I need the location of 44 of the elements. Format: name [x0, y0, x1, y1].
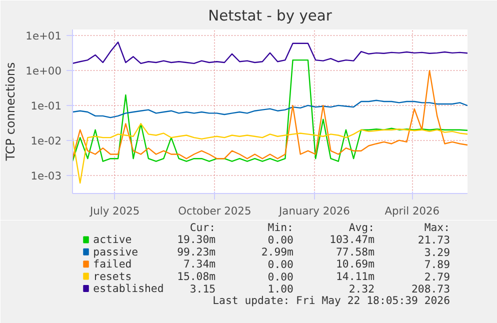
text: 77.58m [336, 245, 375, 258]
text: 15.08m [177, 270, 216, 283]
y-axis-title: TCP connections [4, 62, 18, 162]
x-tick-label: January 2026 [278, 204, 350, 218]
text: Min: [268, 221, 294, 234]
y-tick-label: 1e+01 [26, 30, 62, 43]
text: 2.99m [261, 245, 294, 258]
x-tick-label: April 2026 [384, 204, 440, 218]
text: 0.00 [268, 234, 294, 247]
line-series [72, 42, 468, 64]
legend-label: passive [93, 245, 138, 258]
text: Avg: [348, 221, 375, 234]
line-series [72, 123, 468, 184]
legend-label: established [93, 282, 164, 295]
x-tick-label: July 2025 [88, 204, 140, 218]
text: 21.73 [418, 234, 450, 247]
text: 0.00 [268, 270, 294, 284]
text: 0.00 [268, 258, 294, 272]
text: 3.29 [424, 246, 450, 259]
text: 208.73 [412, 282, 450, 296]
text: 99.23m [177, 245, 216, 258]
legend-label: resets [93, 270, 132, 283]
y-tick-label: 1e-02 [30, 134, 62, 148]
y-tick-label: 1e+00 [26, 64, 62, 78]
text: Max: [424, 221, 450, 234]
text: 10.69m [336, 258, 375, 271]
text: 103.47m [330, 233, 375, 246]
text: Cur: [190, 221, 216, 234]
line-series [72, 100, 468, 118]
legend-label: active [93, 233, 132, 246]
text: Last update: Fri May 22 18:05:39 2026 [212, 294, 450, 308]
text: 19.30m [177, 233, 216, 246]
text: 7.89 [424, 258, 450, 272]
x-tick-label: October 2025 [178, 204, 252, 218]
text: 2.79 [424, 270, 450, 284]
text: 3.15 [190, 282, 216, 296]
text: 14.11m [336, 270, 375, 283]
y-tick-label: 1e-01 [30, 99, 62, 112]
legend-label: failed [93, 258, 132, 271]
text: 1.00 [268, 282, 294, 296]
y-tick-label: 1e-03 [30, 169, 62, 182]
chart-title: Netstat - by year [208, 8, 333, 24]
text: 7.34m [183, 258, 216, 271]
text: 2.32 [348, 282, 375, 296]
